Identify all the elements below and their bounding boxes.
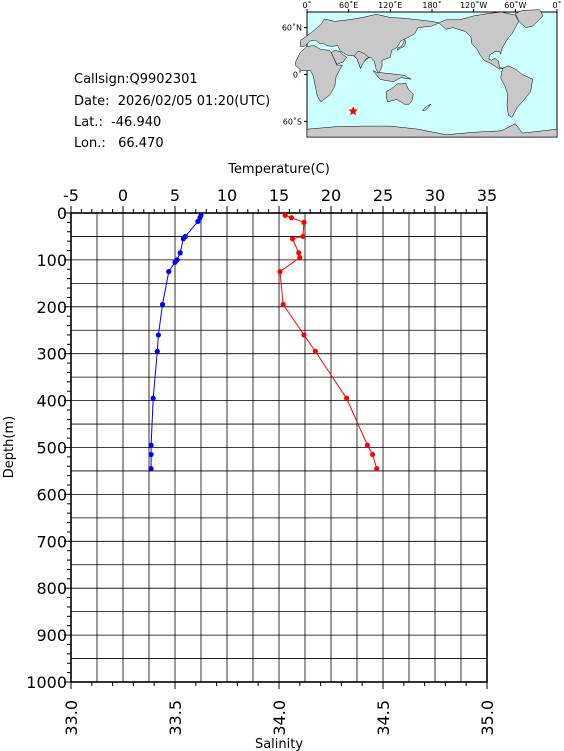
series-1-line: [279, 214, 378, 469]
eurasia-land: [299, 14, 440, 75]
map-lon-label: 0˚: [552, 0, 561, 10]
map-lon-label: 120˚W: [460, 0, 487, 10]
africa-land: [294, 45, 343, 103]
series-0-point: [166, 269, 172, 275]
series-0-point: [159, 301, 166, 308]
temperature-tick-label: 15: [269, 186, 289, 205]
series-0-point: [195, 218, 201, 225]
series-1-point: [297, 254, 303, 261]
series-0-point: [150, 395, 156, 401]
series-0-point: [155, 332, 161, 338]
series-1-point: [312, 348, 318, 354]
depth-tick-label: 100: [36, 251, 67, 270]
temperature-tick-label: 0: [118, 186, 128, 205]
depth-tick-label: 200: [36, 298, 67, 317]
depth-tick-label: 1000: [26, 673, 67, 692]
series-0-point: [177, 250, 183, 256]
japan-land: [396, 38, 406, 51]
depth-tick-label: 600: [36, 485, 67, 504]
temperature-tick-label: 25: [373, 186, 393, 205]
map-lon-label: 60˚E: [339, 0, 358, 10]
temperature-tick-label: 5: [170, 186, 180, 205]
callsign-text: Callsign:Q9902301: [74, 72, 198, 87]
temperature-axis-label: Temperature(C): [227, 162, 330, 177]
series-1-point: [370, 451, 376, 458]
series-1-point: [289, 236, 296, 242]
salinity-tick-label: 34.5: [374, 700, 393, 736]
map-lon-label: 60˚W: [504, 0, 526, 10]
depth-tick-label: 800: [36, 579, 67, 598]
series-1-point: [282, 212, 288, 218]
depth-axis-label: Depth(m): [2, 416, 17, 478]
series-0-point: [172, 259, 178, 265]
series-0-point: [148, 451, 154, 458]
world-map: 0˚ 60˚E 120˚E 180˚ 120˚W 60˚W 0˚ 60˚N 0˚ 60˚S: [282, 0, 562, 138]
series-1-point: [374, 466, 380, 472]
series-0-point: [154, 348, 160, 354]
salinity-tick-label: 34.0: [270, 700, 289, 736]
depth-tick-label: 500: [36, 439, 67, 458]
depth-tick-label: 900: [36, 626, 67, 645]
series-0-point: [148, 442, 154, 448]
series-1-point: [364, 442, 370, 448]
series-1-point: [344, 395, 350, 401]
series-0-line: [150, 215, 202, 469]
series-1-point: [280, 301, 286, 308]
north-america-land: [438, 11, 520, 70]
depth-tick-label: 700: [36, 532, 67, 551]
series-1-point: [300, 233, 306, 240]
indonesia-land: [372, 70, 412, 82]
south-america-land: [500, 65, 533, 118]
depth-tick-label: 300: [36, 345, 67, 364]
map-lat-label: 0˚: [293, 70, 302, 80]
temperature-tick-label: 20: [321, 186, 341, 205]
salinity-tick-label: 35.0: [478, 700, 497, 736]
map-lat-label: 60˚N: [282, 23, 302, 33]
temperature-tick-label: 30: [425, 186, 445, 205]
salinity-tick-label: 33.0: [62, 700, 81, 736]
salinity-axis-label: Salinity: [255, 737, 303, 751]
australia-land: [385, 82, 414, 105]
map-lon-label: 120˚E: [378, 0, 402, 10]
lat-text: Lat.: -46.940: [74, 115, 162, 130]
arabia-land: [330, 50, 347, 65]
series-1-point: [277, 269, 283, 275]
map-lon-label: 0˚: [302, 0, 311, 10]
series-1-point: [301, 219, 307, 225]
star-icon: [348, 106, 358, 116]
india-land: [353, 50, 370, 69]
date-text: Date: 2026/02/05 01:20(UTC): [74, 94, 271, 109]
lon-text: Lon.: 66.470: [74, 136, 164, 151]
depth-tick-label: 400: [36, 392, 67, 411]
map-lon-label: 180˚: [422, 0, 441, 10]
temperature-tick-label: 35: [477, 186, 497, 205]
series-1-point: [288, 215, 295, 221]
temperature-tick-label: 10: [217, 186, 237, 205]
temperature-tick-label: -5: [63, 186, 79, 205]
greenland-land: [514, 9, 544, 28]
salinity-tick-label: 33.5: [166, 700, 185, 736]
series-1-point: [296, 250, 302, 256]
antarctica-land: [306, 123, 558, 138]
depth-tick-label: 0: [57, 204, 67, 223]
series-0-point: [180, 236, 186, 242]
map-lat-label: 60˚S: [283, 116, 302, 126]
series-1-point: [301, 332, 307, 338]
new-zealand-land: [421, 103, 431, 111]
series-0-point: [148, 466, 154, 472]
